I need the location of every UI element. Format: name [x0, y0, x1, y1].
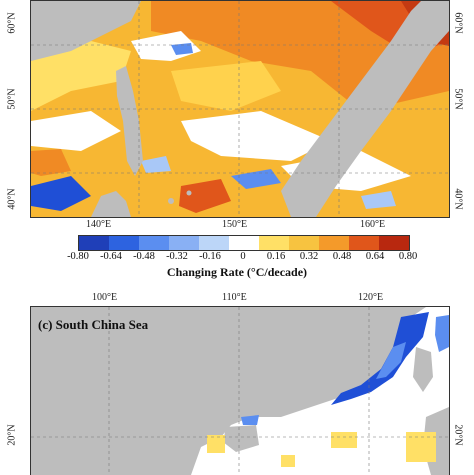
colorbar-swatch-5 — [229, 236, 259, 250]
top-lat-label-left-60: 60°N — [6, 12, 18, 34]
top-lon-label-150: 150°E — [222, 219, 248, 230]
colorbar-tick-label: 0.48 — [332, 251, 352, 262]
top-lat-label-right-50: 50°N — [452, 88, 464, 110]
top-lon-label-140: 140°E — [86, 219, 112, 230]
colorbar-tick-label: -0.64 — [100, 251, 122, 262]
ocean-yellow-center — [171, 61, 281, 111]
ocean-cool-patch-sw — [31, 176, 91, 211]
top-lat-label-right-40: 40°N — [452, 188, 464, 210]
colorbar-swatch-6 — [259, 236, 289, 250]
ocean-cool-patch-se — [361, 191, 396, 209]
land-kamchatka — [281, 1, 449, 217]
ocean-warm-patch-west — [31, 149, 71, 176]
ocean-cool-patch-mid — [141, 156, 171, 173]
top-lon-label-160: 160°E — [360, 219, 386, 230]
colorbar-tick-label: -0.80 — [67, 251, 89, 262]
warming-patch-1 — [207, 435, 225, 453]
land-sakhalin — [116, 66, 143, 176]
colorbar-tick-label: 0 — [240, 251, 246, 262]
land-asia-north — [31, 1, 141, 61]
colorbar-tick-label: -0.32 — [166, 251, 188, 262]
colorbar-swatch-0 — [79, 236, 109, 250]
warming-patch-3 — [281, 455, 295, 467]
top-lat-label-left-50: 50°N — [6, 88, 18, 110]
bottom-map-panel — [30, 306, 450, 475]
colorbar-swatch-1 — [109, 236, 139, 250]
colorbar-swatch-7 — [289, 236, 319, 250]
cooling-near-hainan — [241, 415, 259, 425]
colorbar-tick-label: -0.16 — [199, 251, 221, 262]
warming-patch-2 — [331, 432, 357, 448]
colorbar-swatch-3 — [169, 236, 199, 250]
colorbar-tick-label: 0.32 — [299, 251, 319, 262]
ocean-cool-patch-north — [171, 43, 193, 55]
warming-patch-4 — [406, 432, 436, 462]
colorbar-swatch-8 — [319, 236, 349, 250]
bottom-lon-label-110: 110°E — [222, 292, 247, 303]
panel-title-south-china-sea: (c) South China Sea — [38, 317, 149, 332]
colorbar-swatch-2 — [139, 236, 169, 250]
top-map-panel — [30, 0, 450, 218]
bottom-lon-label-120: 120°E — [358, 292, 384, 303]
colorbar-tick-label: -0.48 — [133, 251, 155, 262]
bottom-map-svg — [31, 307, 449, 475]
land-kuril-2 — [186, 190, 192, 196]
colorbar-tick-label: 0.80 — [398, 251, 418, 262]
top-lat-label-right-60: 60°N — [452, 12, 464, 34]
land-hainan — [223, 425, 259, 452]
top-map-gridlines — [31, 1, 449, 217]
coastal-cooling-strong — [331, 312, 429, 405]
land-hokkaido — [91, 191, 131, 217]
bottom-lon-label-100: 100°E — [92, 292, 118, 303]
top-lat-label-left-40: 40°N — [6, 188, 18, 210]
land-kuril-1 — [168, 198, 174, 204]
bottom-lat-label-left-20: 20°N — [6, 424, 18, 446]
coastal-cooling-mid — [376, 342, 406, 379]
colorbar-swatch-9 — [349, 236, 379, 250]
ocean-neutral-west — [31, 111, 121, 151]
bottom-map-gridlines — [31, 307, 449, 475]
ocean-cool-patch-south — [231, 169, 281, 189]
colorbar-swatch-10 — [379, 236, 409, 250]
cooling-east-taiwan — [435, 315, 449, 352]
colorbar-tick-label: 0.16 — [266, 251, 286, 262]
bottom-lat-label-right-20: 20°N — [452, 424, 464, 446]
ocean-hot-patch-south — [179, 179, 231, 213]
colorbar-tick-label: 0.64 — [365, 251, 385, 262]
land-taiwan — [413, 347, 433, 392]
colorbar-swatch-4 — [199, 236, 229, 250]
top-map-svg — [31, 1, 449, 217]
ocean-yellow-west — [31, 41, 131, 111]
colorbar — [78, 235, 410, 251]
colorbar-title: Changing Rate (°C/decade) — [166, 265, 308, 279]
ocean-neutral-mid — [181, 111, 331, 161]
